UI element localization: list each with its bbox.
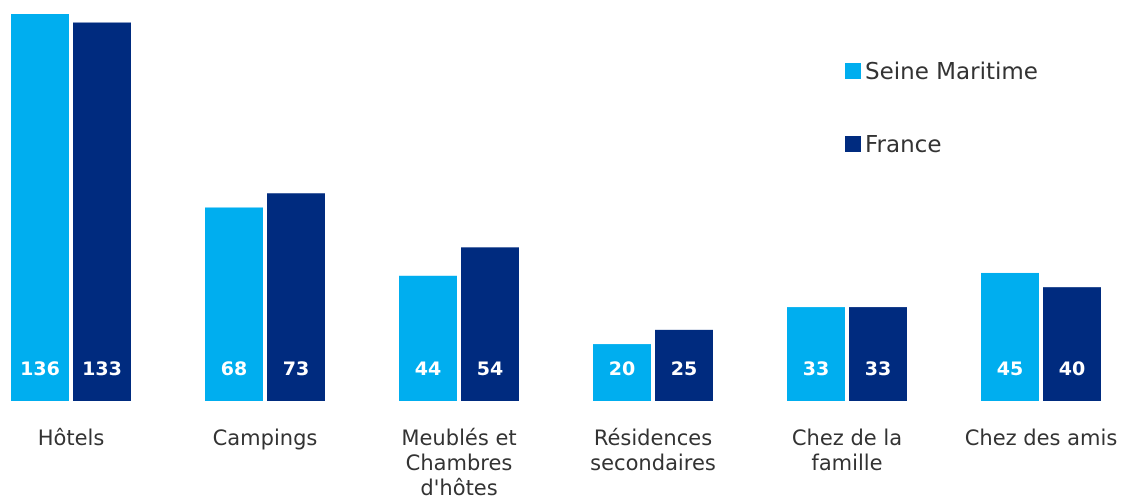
bar-seine-maritime-campings [205,207,263,401]
bar-seine-maritime-chez-de-la-famille [787,307,845,401]
value-label-france-chez-de-la-famille: 33 [865,358,891,380]
value-label-france-residences-secondaires: 25 [671,358,697,380]
category-label-chez-de-la-famille: Chez de la famille [792,426,902,475]
value-label-france-hotels: 133 [82,358,122,380]
bar-seine-maritime-chez-des-amis [981,272,1039,401]
value-label-seine-maritime-hotels: 136 [20,358,60,380]
category-label-campings: Campings [213,426,318,450]
legend-swatch-seine-maritime [845,63,861,79]
legend-swatch-france [845,136,861,152]
bar-seine-maritime-residences-secondaires [593,344,651,401]
category-label-hotels: Hôtels [38,426,105,450]
bar-france-chez-des-amis [1043,287,1101,401]
bar-france-hotels [73,22,131,401]
legend-label-france: France [865,132,941,158]
value-label-seine-maritime-residences-secondaires: 20 [609,358,635,380]
value-labels-group: 136 133 68 73 44 54 20 25 33 33 45 40 [20,358,1085,380]
legend-label-seine-maritime: Seine Maritime [865,59,1038,85]
value-label-seine-maritime-campings: 68 [221,358,247,380]
category-labels-group: Hôtels Campings Meublés et Chambres d'hôtes R… [38,426,1118,500]
bar-france-chez-de-la-famille [849,307,907,401]
category-label-residences-secondaires: Résidences secondaires [590,426,716,475]
category-label-chez-des-amis: Chez des amis [965,426,1118,450]
legend: Seine Maritime France [845,59,1038,158]
bars-group [11,14,1101,401]
bar-seine-maritime-meubles-et-chambres-d-hotes [399,275,457,401]
value-label-france-campings: 73 [283,358,309,380]
value-label-france-meubles-et-chambres-d-hotes: 54 [477,358,503,380]
value-label-seine-maritime-chez-de-la-famille: 33 [803,358,829,380]
bar-france-campings [267,193,325,401]
bar-france-residences-secondaires [655,329,713,401]
bar-seine-maritime-hotels [11,14,69,401]
value-label-seine-maritime-meubles-et-chambres-d-hotes: 44 [415,358,441,380]
category-label-meubles-et-chambres-d-hotes: Meublés et Chambres d'hôtes [401,426,516,500]
bar-france-meubles-et-chambres-d-hotes [461,247,519,401]
value-label-france-chez-des-amis: 40 [1059,358,1085,380]
value-label-seine-maritime-chez-des-amis: 45 [997,358,1023,380]
